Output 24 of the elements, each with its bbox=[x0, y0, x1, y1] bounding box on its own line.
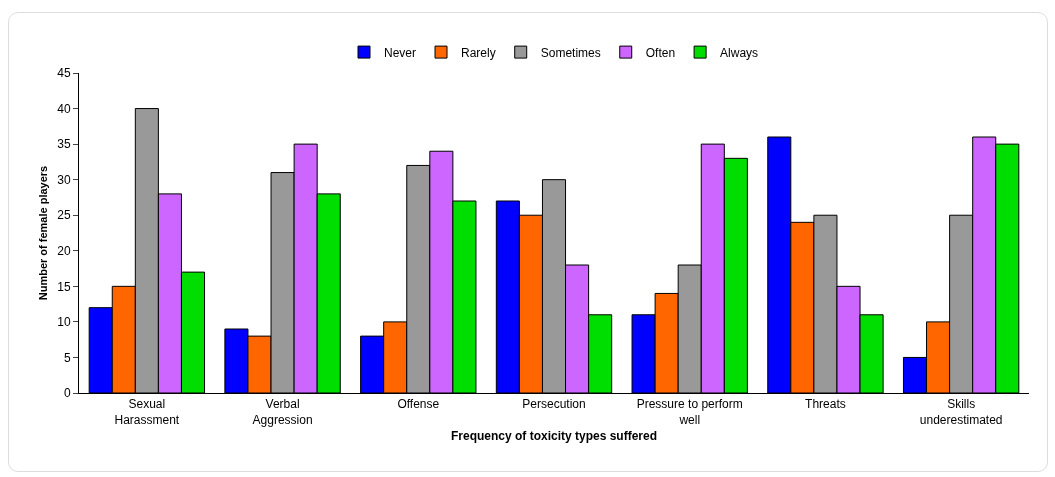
legend-label: Sometimes bbox=[540, 45, 601, 60]
x-tick-label: Offense bbox=[397, 397, 440, 412]
x-axis-title: Frequency of toxicity types suffered bbox=[450, 429, 658, 443]
y-tick-label: 20 bbox=[57, 243, 71, 258]
y-tick-label: 25 bbox=[57, 208, 71, 223]
y-tick-label: 10 bbox=[57, 315, 71, 330]
y-tick-label: 0 bbox=[63, 386, 71, 401]
legend-label: Rarely bbox=[461, 45, 496, 60]
x-tick-label: Threats bbox=[805, 397, 846, 412]
x-tick-label: Pressure to perform well bbox=[636, 397, 743, 427]
legend-label: Never bbox=[384, 45, 417, 60]
y-tick-label: 15 bbox=[57, 279, 71, 294]
legend-label: Often bbox=[645, 45, 676, 60]
legend-label: Always bbox=[720, 45, 759, 60]
y-tick-label: 5 bbox=[63, 350, 71, 365]
y-tick-label: 35 bbox=[57, 137, 71, 152]
y-tick-label: 45 bbox=[57, 66, 71, 81]
x-tick-label: Skills underestimated bbox=[919, 397, 1003, 427]
y-tick-label: 30 bbox=[57, 172, 71, 187]
y-tick-label: 40 bbox=[57, 101, 71, 116]
x-tick-label: Sexual Harassment bbox=[114, 397, 180, 427]
y-axis-title: Number of female players bbox=[37, 165, 49, 301]
x-tick-label: Verbal Aggression bbox=[252, 397, 313, 427]
x-tick-label: Persecution bbox=[522, 397, 586, 412]
